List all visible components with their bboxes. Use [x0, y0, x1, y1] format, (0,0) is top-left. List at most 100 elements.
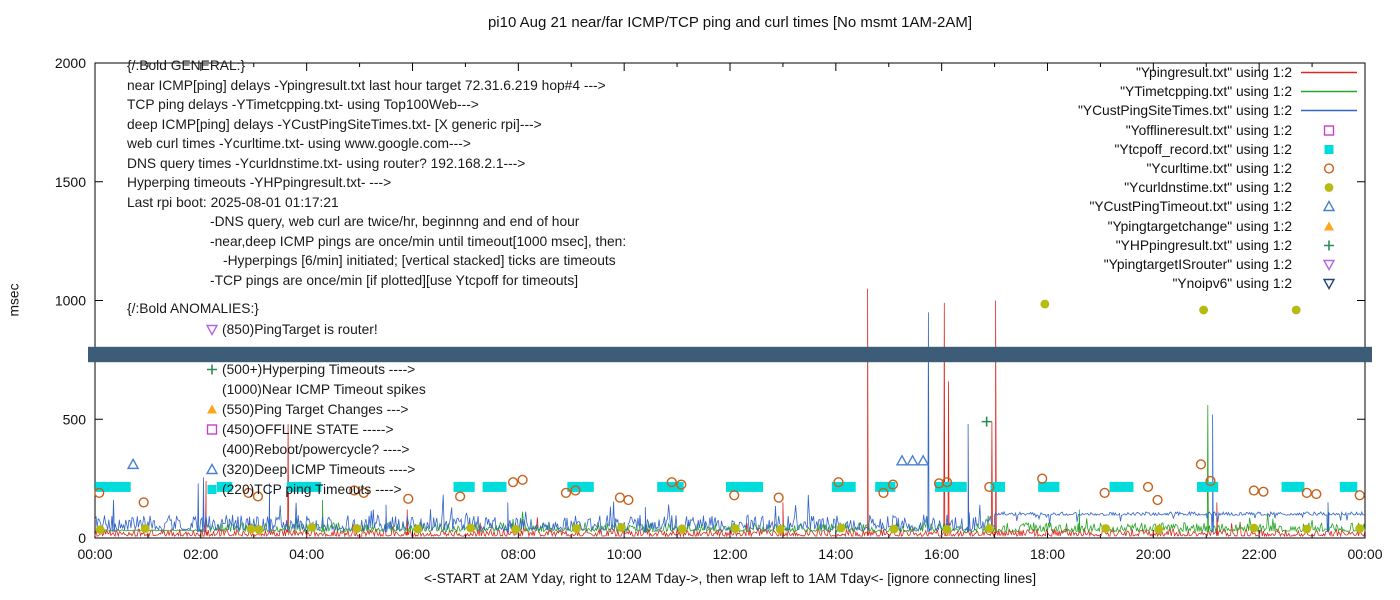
- line-sample-icon: [1301, 71, 1357, 74]
- data-point-circle-filled: [984, 524, 994, 533]
- data-point-circle-open: [887, 479, 899, 490]
- tcpoff-block: [990, 481, 1005, 492]
- down-triangle-open-icon: [1322, 278, 1336, 291]
- annotation-line: -near,deep ICMP pings are once/min until…: [210, 233, 627, 249]
- anomaly-marker: [205, 403, 222, 416]
- svg-text:06:00: 06:00: [395, 546, 430, 562]
- svg-text:02:00: 02:00: [183, 546, 218, 562]
- circle-open-icon: [1323, 163, 1335, 174]
- legend-marker: [1296, 85, 1362, 98]
- annotation-line: deep ICMP[ping] delays -YCustPingSiteTim…: [127, 116, 542, 132]
- legend-item: "YpingtargetISrouter" using 1:2: [1078, 255, 1362, 274]
- svg-text:2000: 2000: [55, 55, 86, 71]
- triangle-filled-icon: [207, 404, 217, 413]
- data-point-circle-filled: [254, 525, 264, 535]
- data-point-circle-open: [878, 487, 889, 498]
- annotation-line: web curl times -Ycurltime.txt- using www…: [127, 136, 471, 151]
- legend-label: "Ynoipv6" using 1:2: [1172, 276, 1292, 292]
- legend-marker: [1296, 124, 1362, 137]
- svg-text:04:00: 04:00: [289, 546, 324, 562]
- data-point-circle-open: [94, 487, 105, 498]
- anomaly-item: (320)Deep ICMP Timeouts ---->: [205, 459, 426, 479]
- data-point-circle-filled: [466, 523, 476, 533]
- data-point-circle-open: [941, 477, 953, 488]
- legend-marker: [1296, 220, 1362, 233]
- down-triangle-open-icon: [1322, 259, 1336, 271]
- data-point-circle-filled: [1355, 524, 1365, 533]
- svg-text:00:00: 00:00: [77, 546, 112, 562]
- data-point-circle-open: [623, 494, 634, 506]
- tcpoff-block: [726, 481, 764, 492]
- data-point-circle-filled: [730, 524, 740, 533]
- svg-text:00:00: 00:00: [1347, 546, 1382, 562]
- square-filled-icon: [1324, 144, 1334, 154]
- triangle-filled-icon: [1324, 221, 1334, 231]
- legend-label: "YCustPingSiteTimes.txt" using 1:2: [1077, 103, 1292, 119]
- data-point-circle-open: [614, 492, 626, 503]
- annotation-line: {/:Bold GENERAL:}: [127, 58, 246, 73]
- svg-text:500: 500: [63, 411, 87, 427]
- series-YCustPingSiteTimes.txt: [94, 312, 1366, 533]
- data-point-circle-filled: [677, 524, 687, 534]
- anomaly-text: (450)OFFLINE STATE ----->: [222, 421, 394, 437]
- legend-label: "YpingtargetISrouter" using 1:2: [1103, 256, 1292, 272]
- legend-marker: [1296, 143, 1362, 156]
- triangle-open-icon: [205, 462, 219, 474]
- legend-item: "YCustPingSiteTimes.txt" using 1:2: [1078, 101, 1362, 120]
- data-point-circle-filled: [775, 525, 785, 534]
- anomaly-item: (500+)Hyperping Timeouts ---->: [205, 359, 426, 379]
- data-point-circle-filled: [511, 525, 521, 534]
- annotation-line: -DNS query, web curl are twice/hr, begin…: [210, 214, 580, 229]
- data-point-circle-open: [560, 487, 572, 498]
- legend-marker: [1296, 162, 1362, 175]
- x-axis-label: <-START at 2AM Yday, right to 12AM Tday-…: [423, 571, 1037, 586]
- legend-marker: [1296, 277, 1362, 291]
- chart-title: pi10 Aug 21 near/far ICMP/TCP ping and c…: [487, 14, 973, 31]
- noipv6-band: [88, 346, 1372, 363]
- anomaly-item: (550)Ping Target Changes --->: [205, 399, 426, 419]
- data-point-circle-filled: [1199, 305, 1209, 315]
- anomaly-marker: [205, 483, 222, 496]
- data-point-circle-open: [1301, 487, 1312, 498]
- data-point-circle-filled: [1154, 525, 1164, 534]
- tcpoff-block: [1281, 481, 1305, 492]
- data-point-triangle-open: [895, 454, 909, 466]
- data-point-circle-open: [1099, 487, 1110, 498]
- data-point-circle-open: [358, 487, 369, 498]
- tcpoff-block: [216, 481, 233, 492]
- anomaly-text: (850)PingTarget is router!: [222, 321, 378, 337]
- data-point-circle-filled: [1302, 524, 1312, 534]
- anomaly-item: (450)OFFLINE STATE ----->: [205, 419, 426, 439]
- square-open-icon: [206, 423, 218, 435]
- anomaly-text: (320)Deep ICMP Timeouts ---->: [222, 461, 416, 477]
- y-axis-label: msec: [6, 283, 22, 317]
- data-point-circle-filled: [307, 522, 317, 532]
- legend-marker: [1296, 104, 1362, 117]
- data-point-circle-open: [833, 477, 844, 488]
- data-point-circle-open: [455, 491, 466, 502]
- legend-marker: [1296, 200, 1362, 213]
- svg-text:12:00: 12:00: [712, 546, 747, 562]
- data-point-circle-open: [933, 478, 945, 489]
- legend-item: "Ypingtargetchange" using 1:2: [1078, 217, 1362, 236]
- data-point-circle-open: [1248, 485, 1259, 496]
- data-point-circle-open: [252, 491, 264, 502]
- tcpoff-block: [453, 481, 475, 492]
- svg-text:0: 0: [78, 530, 86, 546]
- anomaly-item: (400)Reboot/powercycle? ---->: [205, 439, 426, 459]
- tcpoff-block: [1197, 481, 1219, 492]
- svg-text:18:00: 18:00: [1030, 546, 1065, 562]
- anomaly-item: (1000)Near ICMP Timeout spikes: [205, 379, 426, 399]
- tcpoff-block: [95, 481, 131, 492]
- data-point-circle-open: [349, 485, 360, 496]
- data-point-circle-filled: [95, 525, 105, 535]
- data-point-circle-open: [729, 490, 740, 501]
- anomaly-marker: [205, 323, 222, 336]
- data-point-plus: [981, 416, 992, 427]
- general-annotation: {/:Bold GENERAL:} near ICMP[ping] delays …: [127, 56, 626, 290]
- tcpoff-block: [482, 481, 507, 492]
- plus-icon: [207, 364, 217, 374]
- data-point-circle-open: [1142, 481, 1154, 493]
